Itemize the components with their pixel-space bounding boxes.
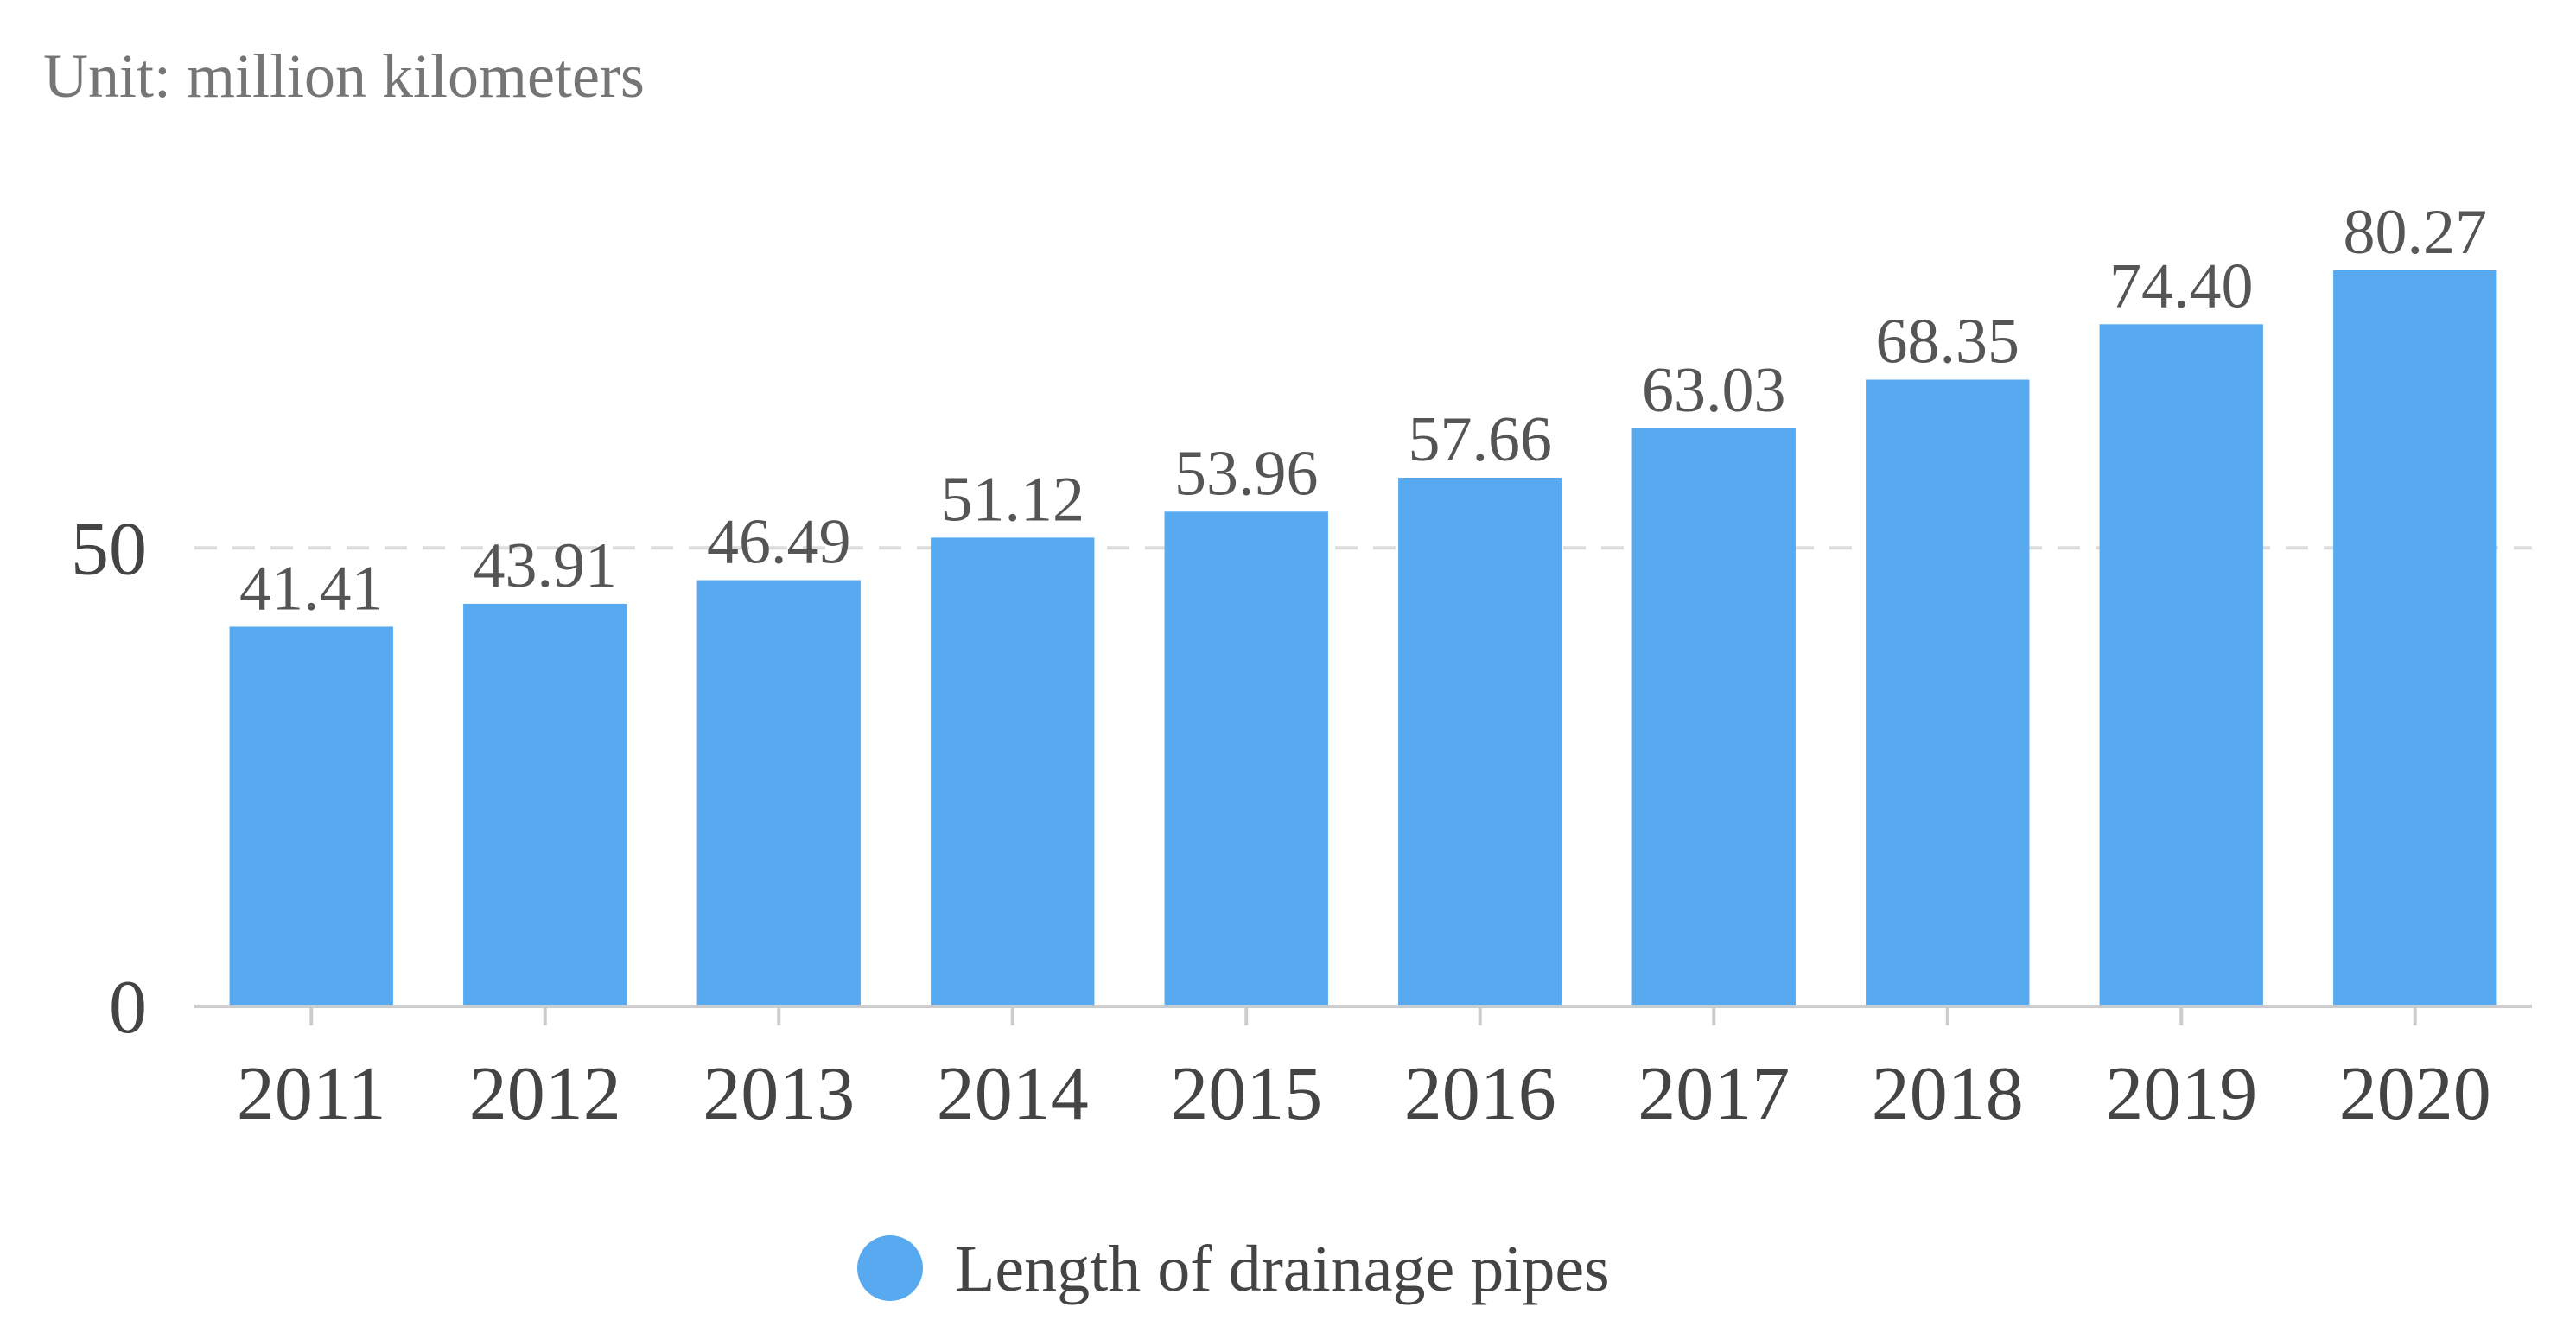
bar-value-label: 53.96 xyxy=(1174,438,1319,509)
bar-labels-layer: 41.41 43.91 46.49 51.12 53.96 57.66 63.03 68.35… xyxy=(239,197,2487,624)
bar-value-label: 43.91 xyxy=(474,530,618,601)
bar xyxy=(696,580,861,1006)
x-tick-label: 2017 xyxy=(1638,1052,1790,1136)
x-tick-label: 2018 xyxy=(1872,1052,2024,1136)
x-tick-label: 2020 xyxy=(2339,1052,2491,1136)
bar xyxy=(1398,477,1562,1006)
x-tick-label: 2012 xyxy=(469,1052,621,1136)
bar-value-label: 51.12 xyxy=(941,464,1085,535)
y-tick-label: 0 xyxy=(109,966,147,1050)
bar-value-label: 41.41 xyxy=(239,553,384,624)
legend-swatch-icon xyxy=(857,1235,923,1301)
bar-value-label: 68.35 xyxy=(1876,307,2020,378)
bar xyxy=(1164,511,1328,1006)
bar-value-label: 57.66 xyxy=(1409,404,1553,475)
bar-value-label: 63.03 xyxy=(1642,355,1786,426)
x-tick-label: 2011 xyxy=(237,1052,386,1136)
x-tick-label: 2014 xyxy=(937,1052,1089,1136)
x-tick-label: 2019 xyxy=(2105,1052,2257,1136)
bar xyxy=(931,537,1095,1006)
y-tick-label: 50 xyxy=(71,507,147,591)
bars-layer xyxy=(229,270,2497,1007)
x-tick-label: 2015 xyxy=(1170,1052,1322,1136)
x-tick-label: 2016 xyxy=(1404,1052,1556,1136)
bar-value-label: 74.40 xyxy=(2109,251,2254,321)
legend[interactable]: Length of drainage pipes xyxy=(857,1233,1610,1305)
bar xyxy=(2333,270,2497,1006)
x-tick-label: 2013 xyxy=(703,1052,855,1136)
unit-label: Unit: million kilometers xyxy=(43,41,645,111)
bar xyxy=(1866,379,2030,1006)
axis-layer: 2011 2012 2013 2014 2015 2016 2017 2018 2019 2020… xyxy=(71,507,2532,1136)
bar-value-label: 46.49 xyxy=(707,507,851,578)
bar xyxy=(2099,324,2263,1007)
legend-label: Length of drainage pipes xyxy=(955,1233,1610,1305)
bar xyxy=(229,626,393,1006)
bar-value-label: 80.27 xyxy=(2344,197,2488,268)
bar xyxy=(463,603,627,1006)
bar xyxy=(1631,428,1796,1006)
